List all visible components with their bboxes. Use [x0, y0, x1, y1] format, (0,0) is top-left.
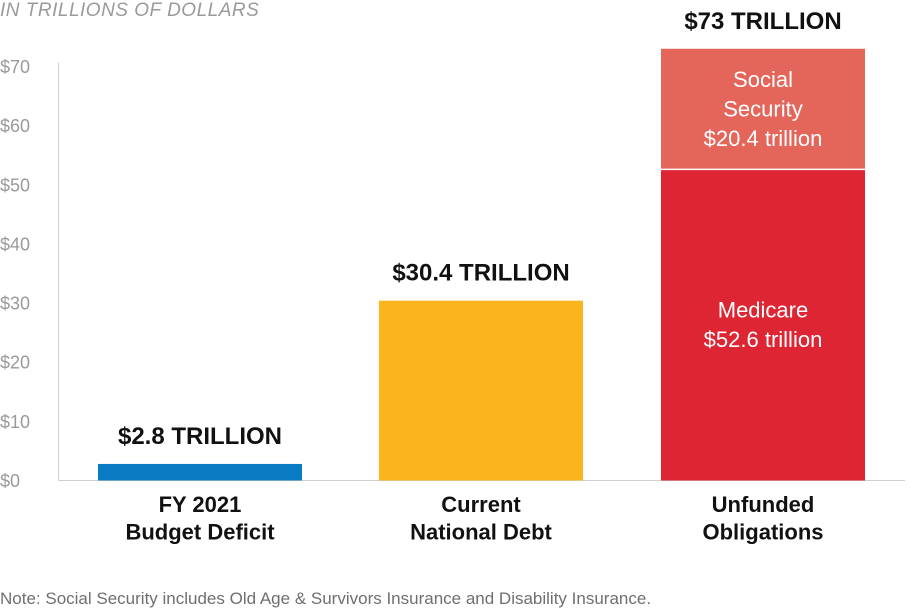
segment-label: Security [723, 97, 802, 122]
y-tick-label: $10 [0, 412, 30, 432]
category-label: National Debt [410, 520, 552, 545]
category-label: FY 2021 [159, 492, 242, 517]
bar-total-label: $30.4 TRILLION [392, 260, 569, 287]
category-label: Obligations [703, 520, 824, 545]
footnote: Note: Social Security includes Old Age &… [0, 589, 652, 608]
unit-note: IN TRILLIONS OF DOLLARS [0, 0, 260, 21]
y-tick-label: $70 [0, 57, 30, 77]
bar-segment [661, 48, 865, 170]
y-tick-label: $60 [0, 116, 30, 136]
bar-total-label: $73 TRILLION [684, 8, 841, 35]
segment-label: Social [733, 67, 793, 92]
bar-segment [379, 300, 583, 481]
segment-label: $20.4 trillion [704, 126, 823, 151]
bar-total-label: $2.8 TRILLION [118, 423, 282, 450]
category-label: Unfunded [712, 492, 815, 517]
debt-chart: $0 $10 $20 $30 $40 $50 $60 $70 $2.8 TRILLION FY 2… [0, 8, 905, 545]
y-tick-label: $30 [0, 294, 30, 314]
y-tick-label: $50 [0, 175, 30, 195]
segment-label: Medicare [718, 298, 808, 323]
segment-label: $52.6 trillion [704, 327, 823, 352]
bar-segment [661, 169, 865, 481]
y-tick-label: $0 [0, 471, 20, 491]
category-label: Current [441, 492, 521, 517]
bar-segment [98, 463, 302, 481]
y-tick-label: $20 [0, 353, 30, 373]
y-tick-label: $40 [0, 234, 30, 254]
category-label: Budget Deficit [125, 520, 275, 545]
